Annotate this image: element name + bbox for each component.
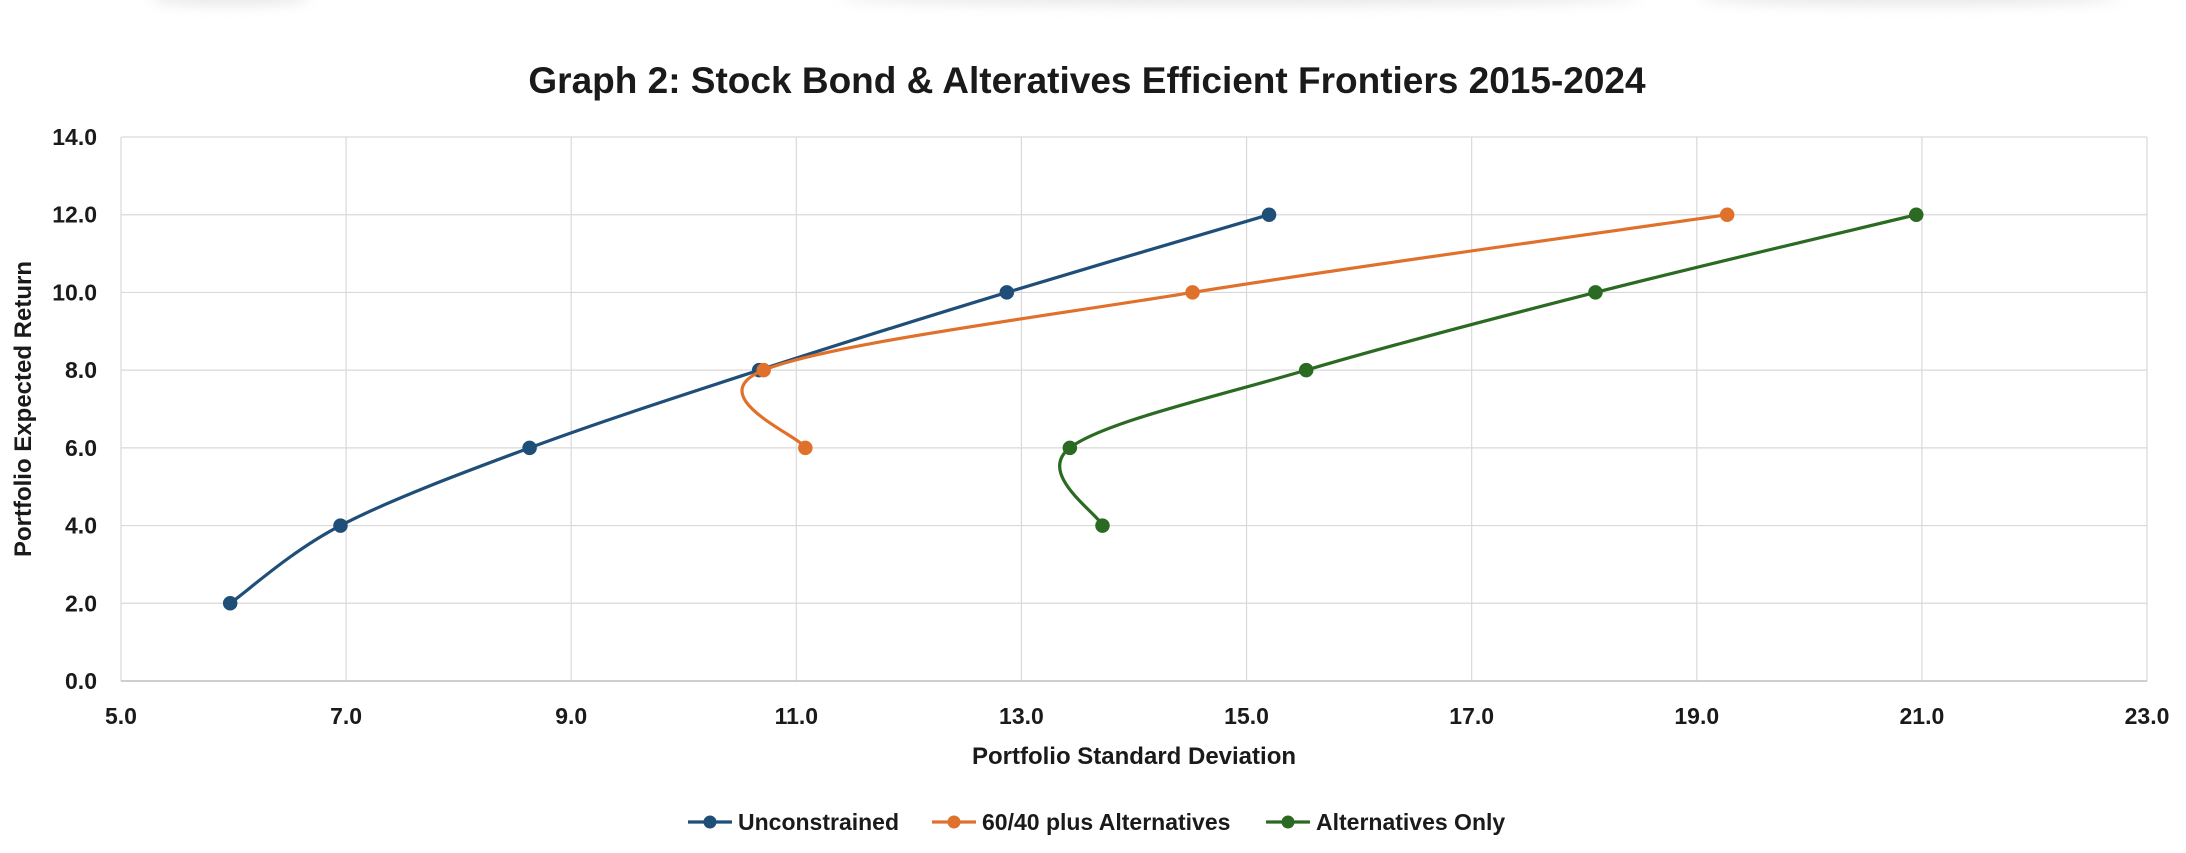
legend-item-60-40-plus-alternatives: 60/40 plus Alternatives	[932, 809, 1230, 835]
x-axis-title: Portfolio Standard Deviation	[972, 743, 1296, 770]
y-tick-label: 4.0	[65, 513, 97, 539]
chart-title: Graph 2: Stock Bond & Alteratives Effici…	[528, 60, 1646, 101]
data-point-60-40-plus-alternatives	[1719, 207, 1735, 222]
y-axis-title: Portfolio Expected Return	[10, 261, 37, 557]
y-tick-label: 8.0	[65, 357, 97, 383]
legend: Unconstrained 60/40 plus Alternatives Alte…	[688, 809, 1505, 835]
x-tick-label: 23.0	[2125, 703, 2170, 729]
legend-label: 60/40 plus Alternatives	[982, 809, 1230, 835]
series-line-60-40-plus-alternatives	[740, 213, 1729, 450]
data-point-60-40-plus-alternatives	[1185, 285, 1200, 300]
series-line-unconstrained	[228, 213, 1271, 605]
top-shadow-decoration	[1700, 0, 2120, 6]
top-shadow-decoration	[150, 0, 310, 6]
y-tick-label: 14.0	[52, 124, 97, 150]
top-shadow-decoration	[840, 0, 1640, 6]
legend-swatch-marker	[1281, 815, 1295, 829]
x-tick-label: 9.0	[555, 703, 587, 729]
legend-swatch-marker	[947, 815, 961, 829]
data-point-alternatives-only	[1588, 285, 1603, 300]
data-point-alternatives-only	[1298, 362, 1314, 378]
x-tick-label: 21.0	[1900, 703, 1945, 729]
data-point-alternatives-only	[1909, 207, 1924, 222]
x-tick-label: 15.0	[1224, 703, 1269, 729]
series-alternatives-only	[1058, 207, 1924, 533]
data-point-alternatives-only	[1095, 518, 1110, 533]
data-point-unconstrained	[999, 285, 1015, 300]
legend-item-alternatives-only: Alternatives Only	[1266, 809, 1505, 835]
x-tick-label: 17.0	[1449, 703, 1494, 729]
series-60-40-plus-alternatives	[740, 207, 1735, 456]
x-axis-tick-labels: 5.0 7.0 9.0 11.0 13.0 15.0 17.0 19.0 21.0 23.0	[105, 703, 2169, 729]
legend-label: Alternatives Only	[1316, 809, 1505, 835]
series-lines	[222, 207, 1924, 611]
data-point-unconstrained	[222, 596, 238, 611]
y-axis-tick-labels: 0.0 2.0 4.0 6.0 8.0 10.0 12.0 14.0	[52, 124, 97, 694]
x-tick-label: 7.0	[330, 703, 362, 729]
data-point-unconstrained	[1261, 207, 1277, 222]
series-unconstrained	[222, 207, 1277, 611]
y-tick-label: 10.0	[52, 279, 97, 305]
legend-item-unconstrained: Unconstrained	[688, 809, 899, 835]
series-line-alternatives-only	[1058, 213, 1918, 528]
x-tick-label: 13.0	[999, 703, 1044, 729]
y-tick-label: 12.0	[52, 202, 97, 228]
y-tick-label: 6.0	[65, 435, 97, 461]
legend-label: Unconstrained	[738, 809, 899, 835]
x-tick-label: 5.0	[105, 703, 137, 729]
legend-swatch-marker	[703, 815, 717, 829]
data-point-60-40-plus-alternatives	[798, 440, 813, 456]
data-point-60-40-plus-alternatives	[756, 362, 771, 378]
x-tick-label: 19.0	[1674, 703, 1719, 729]
y-tick-label: 2.0	[65, 590, 97, 616]
y-tick-label: 0.0	[65, 668, 97, 694]
data-point-unconstrained	[522, 440, 537, 456]
data-point-unconstrained	[333, 518, 348, 533]
data-point-alternatives-only	[1062, 440, 1078, 456]
x-tick-label: 11.0	[775, 703, 819, 729]
gridlines	[120, 136, 2148, 681]
